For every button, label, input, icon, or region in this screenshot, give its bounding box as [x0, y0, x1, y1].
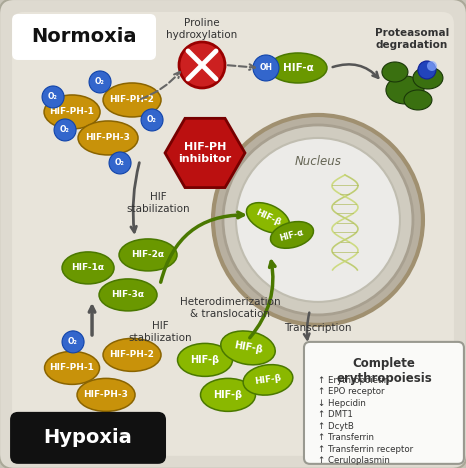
Ellipse shape [404, 90, 432, 110]
Ellipse shape [382, 62, 408, 82]
Text: HIF-β: HIF-β [233, 340, 263, 355]
Text: O₂: O₂ [68, 337, 78, 346]
Text: HIF-β: HIF-β [213, 390, 243, 400]
FancyBboxPatch shape [304, 342, 464, 464]
Circle shape [179, 42, 225, 88]
Ellipse shape [270, 221, 314, 248]
Text: HIF-β: HIF-β [254, 373, 282, 386]
FancyBboxPatch shape [10, 412, 166, 464]
Circle shape [109, 152, 131, 174]
Ellipse shape [200, 379, 255, 411]
Text: ↑ Transferrin: ↑ Transferrin [318, 433, 374, 442]
Ellipse shape [99, 279, 157, 311]
Ellipse shape [45, 351, 100, 384]
Text: HIF-2α: HIF-2α [131, 250, 164, 259]
Text: HIF-PH
inhibitor: HIF-PH inhibitor [178, 142, 232, 164]
Ellipse shape [243, 365, 293, 395]
Circle shape [141, 109, 163, 131]
Text: O₂: O₂ [95, 78, 105, 87]
Ellipse shape [247, 203, 289, 233]
Text: Nucleus: Nucleus [295, 155, 342, 168]
Circle shape [89, 71, 111, 93]
Text: O₂: O₂ [147, 116, 157, 124]
Text: Complete
erythropoiesis: Complete erythropoiesis [336, 357, 432, 385]
FancyBboxPatch shape [12, 12, 454, 456]
Text: HIF-3α: HIF-3α [111, 291, 144, 300]
Text: O₂: O₂ [48, 93, 58, 102]
Circle shape [42, 86, 64, 108]
Circle shape [253, 55, 279, 81]
Text: HIF-PH-2: HIF-PH-2 [110, 351, 154, 359]
Text: HIF-PH-1: HIF-PH-1 [49, 108, 95, 117]
Ellipse shape [269, 53, 327, 83]
Text: ↑ DMT1: ↑ DMT1 [318, 410, 353, 419]
Ellipse shape [178, 344, 233, 376]
Ellipse shape [221, 331, 275, 365]
Text: HIF
stabilization: HIF stabilization [128, 321, 192, 343]
Ellipse shape [413, 67, 443, 89]
Text: HIF-α: HIF-α [279, 227, 305, 242]
Circle shape [213, 115, 423, 325]
Text: ↑ DcytB: ↑ DcytB [318, 422, 354, 431]
Text: Hypoxia: Hypoxia [44, 428, 132, 447]
Text: HIF
stabilization: HIF stabilization [126, 192, 190, 214]
Text: ↑ Ceruloplasmin: ↑ Ceruloplasmin [318, 456, 390, 465]
Text: HIF-β: HIF-β [191, 355, 219, 365]
Ellipse shape [103, 338, 161, 372]
Text: O₂: O₂ [115, 159, 125, 168]
Ellipse shape [62, 252, 114, 284]
Text: HIF-1α: HIF-1α [71, 263, 104, 272]
Text: HIF-PH-3: HIF-PH-3 [86, 133, 130, 142]
Ellipse shape [386, 76, 424, 104]
Ellipse shape [77, 379, 135, 411]
Text: HIF-PH-3: HIF-PH-3 [83, 390, 129, 399]
Text: Proteasomal
degradation: Proteasomal degradation [375, 29, 449, 50]
Text: OH: OH [260, 64, 273, 73]
Text: HIF-α: HIF-α [282, 63, 313, 73]
Text: ↓ Hepcidin: ↓ Hepcidin [318, 399, 366, 408]
Text: ↑ Transferrin receptor: ↑ Transferrin receptor [318, 445, 413, 454]
Text: ↑ Erythropoietin: ↑ Erythropoietin [318, 376, 389, 385]
Text: ↑ EPO receptor: ↑ EPO receptor [318, 388, 384, 396]
Text: Proline
hydroxylation: Proline hydroxylation [166, 18, 238, 40]
Text: HIF-β: HIF-β [254, 208, 282, 228]
Text: O₂: O₂ [60, 125, 70, 134]
Circle shape [236, 138, 400, 302]
Circle shape [223, 125, 413, 315]
Text: Heterodimerization
& translocation: Heterodimerization & translocation [180, 297, 281, 319]
Ellipse shape [44, 95, 100, 129]
Text: Transcription: Transcription [284, 323, 352, 333]
Text: HIF-PH-1: HIF-PH-1 [49, 363, 95, 373]
Ellipse shape [78, 121, 138, 155]
Circle shape [427, 61, 437, 71]
Ellipse shape [103, 83, 161, 117]
Circle shape [54, 119, 76, 141]
Circle shape [62, 331, 84, 353]
Circle shape [418, 61, 436, 79]
Text: HIF-PH-2: HIF-PH-2 [110, 95, 154, 104]
Ellipse shape [119, 239, 177, 271]
FancyBboxPatch shape [12, 14, 156, 60]
Text: Normoxia: Normoxia [31, 28, 137, 46]
